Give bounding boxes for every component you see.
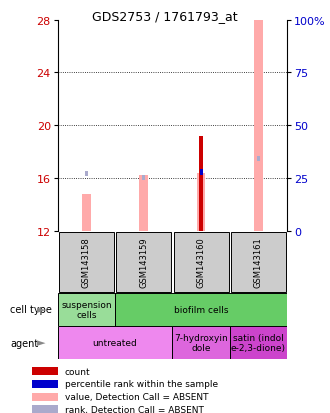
Bar — [231, 233, 286, 292]
Text: GSM143160: GSM143160 — [197, 237, 206, 287]
Bar — [142, 176, 146, 180]
Bar — [199, 136, 203, 231]
Bar — [59, 233, 114, 292]
Text: GSM143158: GSM143158 — [82, 237, 91, 287]
Bar — [199, 171, 203, 177]
Text: suspension
cells: suspension cells — [61, 300, 112, 319]
Bar — [257, 156, 260, 161]
Text: 7-hydroxyin
dole: 7-hydroxyin dole — [174, 333, 228, 352]
Text: GSM143159: GSM143159 — [139, 237, 148, 287]
Bar — [32, 406, 58, 413]
Text: rank, Detection Call = ABSENT: rank, Detection Call = ABSENT — [65, 405, 204, 413]
Text: ►: ► — [37, 305, 46, 315]
Bar — [115, 293, 287, 326]
Bar — [82, 195, 91, 231]
Text: biofilm cells: biofilm cells — [174, 305, 228, 314]
Text: GDS2753 / 1761793_at: GDS2753 / 1761793_at — [92, 10, 238, 23]
Bar — [32, 380, 58, 388]
Bar — [58, 293, 115, 326]
Bar — [32, 367, 58, 375]
Bar — [254, 21, 263, 231]
Bar — [200, 170, 203, 176]
Text: ►: ► — [37, 338, 46, 348]
Bar — [116, 233, 171, 292]
Text: untreated: untreated — [93, 338, 138, 347]
Text: cell type: cell type — [11, 305, 52, 315]
Bar — [58, 326, 172, 359]
Text: value, Detection Call = ABSENT: value, Detection Call = ABSENT — [65, 392, 208, 401]
Text: count: count — [65, 367, 90, 375]
Text: agent: agent — [11, 338, 39, 348]
Bar — [85, 171, 88, 177]
Bar — [197, 173, 205, 231]
Text: GSM143161: GSM143161 — [254, 237, 263, 287]
Bar — [230, 326, 287, 359]
Bar — [32, 393, 58, 401]
Text: satin (indol
e-2,3-dione): satin (indol e-2,3-dione) — [231, 333, 286, 352]
Text: percentile rank within the sample: percentile rank within the sample — [65, 380, 218, 389]
Bar — [174, 233, 229, 292]
Bar — [140, 176, 148, 231]
Bar — [172, 326, 230, 359]
